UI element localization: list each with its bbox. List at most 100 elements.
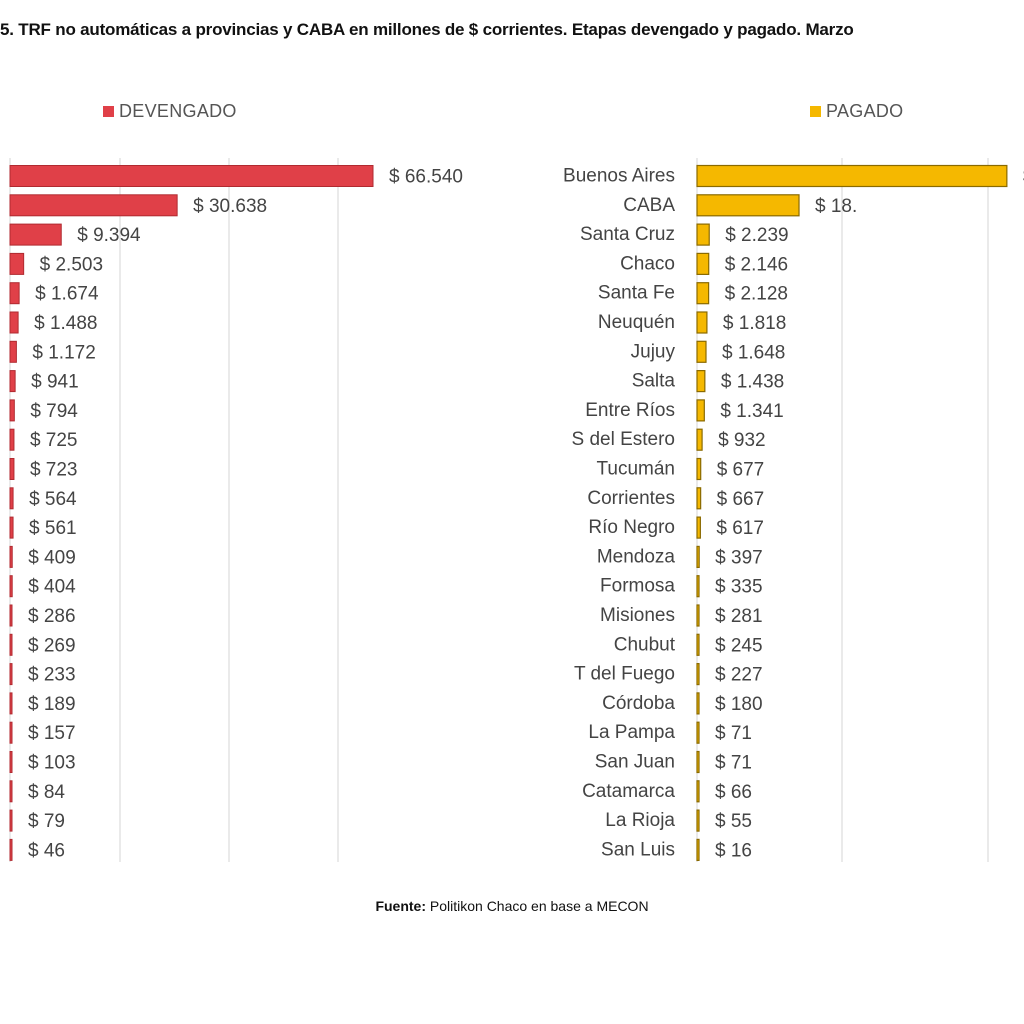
- bar-pagado-9: [696, 428, 703, 451]
- value-label-devengado-22: $ 79: [28, 811, 65, 832]
- bar-pagado-19: [696, 721, 700, 744]
- value-label-pagado-4: $ 2.128: [725, 284, 788, 305]
- category-label-9: S del Estero: [572, 429, 676, 450]
- value-label-devengado-13: $ 409: [28, 547, 76, 568]
- value-label-pagado-11: $ 667: [717, 489, 765, 510]
- value-label-devengado-16: $ 269: [28, 635, 76, 656]
- bar-devengado-7: [9, 370, 16, 393]
- value-label-devengado-15: $ 286: [28, 606, 76, 627]
- bar-devengado-20: [9, 751, 13, 773]
- bar-pagado-4: [696, 282, 710, 305]
- value-label-pagado-22: $ 55: [715, 811, 752, 832]
- legend-label-devengado: DEVENGADO: [119, 101, 237, 121]
- value-label-devengado-18: $ 189: [28, 694, 76, 715]
- bar-devengado-4: [9, 282, 20, 305]
- legend-devengado: DEVENGADO: [103, 101, 237, 122]
- legend-label-pagado: PAGADO: [826, 101, 904, 121]
- bar-devengado-21: [9, 780, 13, 803]
- value-label-pagado-23: $ 16: [715, 840, 752, 861]
- bar-pagado-16: [696, 633, 700, 656]
- bar-devengado-13: [9, 545, 13, 568]
- bar-devengado-18: [9, 692, 13, 715]
- value-label-pagado-14: $ 335: [715, 577, 763, 598]
- bar-pagado-15: [696, 604, 700, 627]
- category-label-14: Formosa: [600, 576, 675, 597]
- value-label-pagado-1: $ 18.: [815, 196, 857, 217]
- bar-pagado-1: [696, 194, 800, 217]
- bar-devengado-14: [9, 575, 13, 598]
- value-label-devengado-23: $ 46: [28, 840, 65, 861]
- category-label-16: Chubut: [614, 634, 676, 655]
- value-label-devengado-21: $ 84: [28, 782, 65, 803]
- value-label-devengado-8: $ 794: [30, 401, 78, 422]
- bar-pagado-22: [696, 809, 700, 832]
- bar-devengado-1: [9, 194, 178, 217]
- bar-pagado-5: [696, 311, 708, 334]
- value-label-devengado-17: $ 233: [28, 665, 76, 686]
- value-label-pagado-13: $ 397: [715, 547, 763, 568]
- category-label-0: Buenos Aires: [563, 166, 675, 187]
- bar-devengado-3: [9, 252, 25, 275]
- value-label-pagado-18: $ 180: [715, 694, 763, 715]
- value-label-pagado-9: $ 932: [718, 430, 766, 451]
- category-label-18: Córdoba: [602, 693, 675, 714]
- value-label-devengado-19: $ 157: [28, 723, 76, 744]
- category-label-17: T del Fuego: [574, 664, 675, 685]
- bar-pagado-2: [696, 223, 710, 246]
- value-label-devengado-1: $ 30.638: [193, 196, 267, 217]
- bar-devengado-16: [9, 633, 13, 656]
- bar-devengado-6: [9, 340, 17, 363]
- source-note: Fuente: Politikon Chaco en base a MECON: [0, 898, 1024, 914]
- category-label-10: Tucumán: [597, 459, 676, 480]
- value-label-pagado-6: $ 1.648: [722, 342, 785, 363]
- bar-devengado-23: [9, 838, 13, 861]
- bar-devengado-10: [9, 458, 15, 480]
- category-label-11: Corrientes: [587, 488, 675, 509]
- value-label-devengado-7: $ 941: [31, 372, 79, 393]
- value-label-devengado-9: $ 725: [30, 430, 78, 451]
- bar-pagado-21: [696, 780, 700, 803]
- category-label-6: Jujuy: [631, 341, 676, 362]
- bar-devengado-0: [9, 165, 374, 187]
- value-label-devengado-11: $ 564: [29, 489, 77, 510]
- category-label-4: Santa Fe: [598, 283, 675, 304]
- category-label-23: San Luis: [601, 839, 675, 860]
- value-label-devengado-10: $ 723: [30, 460, 78, 481]
- value-label-pagado-20: $ 71: [715, 753, 752, 774]
- value-label-devengado-6: $ 1.172: [32, 342, 95, 363]
- bar-devengado-12: [9, 516, 14, 539]
- chart-title: 5. TRF no automáticas a provincias y CAB…: [0, 20, 854, 39]
- bar-pagado-10: [696, 457, 702, 481]
- bar-devengado-11: [9, 487, 14, 510]
- legend-pagado: PAGADO: [810, 101, 903, 122]
- value-label-pagado-0: $: [1023, 167, 1024, 188]
- value-label-devengado-4: $ 1.674: [35, 284, 99, 305]
- value-label-pagado-15: $ 281: [715, 606, 763, 627]
- category-label-2: Santa Cruz: [580, 224, 675, 245]
- bar-pagado-23: [696, 838, 700, 862]
- bar-devengado-19: [9, 721, 13, 744]
- bar-devengado-5: [9, 311, 19, 334]
- bar-pagado-0: [696, 164, 1008, 188]
- value-label-devengado-14: $ 404: [28, 577, 76, 598]
- bar-devengado-9: [9, 428, 15, 451]
- bar-pagado-8: [696, 399, 705, 422]
- value-label-devengado-12: $ 561: [29, 518, 77, 539]
- value-label-pagado-5: $ 1.818: [723, 313, 786, 334]
- bar-devengado-8: [9, 399, 15, 422]
- source-text: Politikon Chaco en base a MECON: [426, 898, 649, 914]
- bar-pagado-20: [696, 750, 700, 774]
- value-label-pagado-17: $ 227: [715, 665, 763, 686]
- bar-pagado-7: [696, 370, 706, 393]
- source-prefix: Fuente:: [375, 898, 426, 914]
- value-label-devengado-0: $ 66.540: [389, 167, 463, 188]
- value-label-devengado-20: $ 103: [28, 753, 76, 774]
- value-label-pagado-19: $ 71: [715, 723, 752, 744]
- category-label-20: San Juan: [595, 752, 675, 773]
- bar-pagado-13: [696, 545, 700, 569]
- bar-pagado-17: [696, 662, 700, 686]
- value-label-pagado-7: $ 1.438: [721, 372, 784, 393]
- bar-pagado-6: [696, 340, 707, 363]
- bar-devengado-2: [9, 223, 62, 246]
